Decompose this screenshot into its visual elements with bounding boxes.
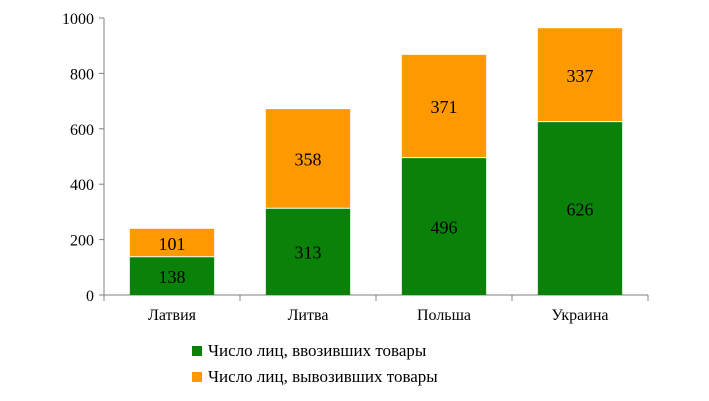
bar-segment-export [265, 109, 351, 209]
legend-item-export: Число лиц, вывозивших товары [192, 364, 438, 390]
legend: Число лиц, ввозивших товары Число лиц, в… [192, 338, 438, 390]
data-labels: 138 101 313 358 496 371 626 337 [159, 66, 594, 287]
legend-label-import: Число лиц, ввозивших товары [208, 341, 427, 360]
bar-segment-import [265, 208, 351, 295]
data-label: 101 [159, 234, 186, 254]
legend-swatch-export [192, 372, 202, 382]
data-label: 138 [159, 267, 186, 287]
bar-segment-export [401, 54, 487, 158]
y-tick-label: 400 [70, 177, 94, 194]
x-category-label: Украина [551, 307, 608, 324]
x-category-label: Польша [417, 307, 471, 324]
data-label: 358 [295, 150, 322, 170]
data-label: 626 [567, 199, 594, 219]
legend-label-export: Число лиц, вывозивших товары [208, 367, 438, 386]
bar-segment-export [129, 228, 215, 257]
bar-segment-import [129, 256, 215, 295]
bar-segment-import [401, 157, 487, 295]
data-label: 496 [431, 217, 458, 237]
data-label: 313 [295, 243, 322, 263]
stacked-bar-chart: 0 200 400 600 800 1000 Латвия Литва Польша Украин… [62, 11, 649, 324]
y-tick-label: 200 [70, 233, 94, 250]
data-label: 337 [567, 66, 594, 86]
axes: 0 200 400 600 800 1000 Латвия Литва Польша Украин… [62, 11, 649, 324]
legend-swatch-import [192, 346, 202, 356]
y-tick-label: 1000 [62, 11, 94, 28]
y-tick-label: 600 [70, 122, 94, 139]
bar-segment-export [537, 28, 623, 122]
bar-segment-import [537, 121, 623, 296]
legend-item-import: Число лиц, ввозивших товары [192, 338, 438, 364]
x-category-label: Латвия [148, 307, 197, 324]
y-tick-label: 0 [86, 288, 94, 305]
y-tick-label: 800 [70, 66, 94, 83]
x-category-label: Литва [288, 307, 329, 324]
bars [129, 28, 623, 296]
data-label: 371 [431, 97, 458, 117]
